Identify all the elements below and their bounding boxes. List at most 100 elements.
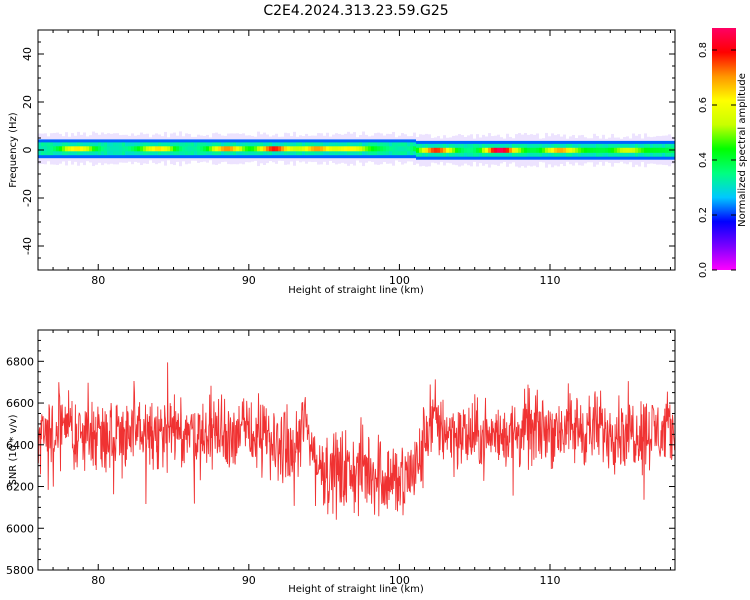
spectrogram-cell (188, 146, 191, 152)
spectrogram-cell (377, 146, 380, 152)
spectrogram-cell (224, 146, 227, 152)
spectrogram-cell (608, 147, 611, 153)
spectrogram-cell (77, 146, 80, 152)
spectrogram-cell (476, 147, 479, 153)
spectrogram-cell (533, 147, 536, 153)
x-tick-label: 90 (242, 274, 256, 287)
spectrogram-cell (305, 146, 308, 152)
spectrogram-cell (551, 147, 554, 153)
spectrogram-cell (128, 146, 131, 152)
spectrogram-cell (452, 147, 455, 153)
snr-frame (37, 329, 676, 571)
spectrogram-cell (317, 146, 320, 152)
y-tick-label: 6800 (6, 355, 34, 368)
spectrogram-cell (125, 146, 128, 152)
spectrogram-cell (392, 146, 395, 152)
spectrogram-cell (161, 146, 164, 152)
spectrogram-cell (443, 147, 446, 153)
spectrogram-cell (389, 146, 392, 152)
spectrogram-cell (647, 147, 650, 153)
x-tick-label: 100 (389, 574, 410, 587)
x-tick-label: 110 (540, 274, 561, 287)
spectrogram-band (38, 131, 675, 168)
spectrogram-cell (110, 146, 113, 152)
snr-series-line (38, 362, 675, 520)
spectrogram-cell (620, 147, 623, 153)
spectrogram-cell (578, 147, 581, 153)
spectrogram-cell (500, 147, 503, 153)
spectrogram-cell (197, 146, 200, 152)
spectrogram-cell (140, 146, 143, 152)
spectrogram-cell (41, 146, 44, 152)
spectrogram-cell (506, 147, 509, 153)
spectrogram-cell (662, 147, 665, 153)
spectrogram-cell (581, 147, 584, 153)
spectrogram-cell (503, 147, 506, 153)
spectrogram-cell (212, 146, 215, 152)
spectrogram-cell (50, 146, 53, 152)
spectrogram-cell (494, 147, 497, 153)
chart-title: C2E4.2024.313.23.59.G25 (263, 3, 448, 19)
spectrogram-cell (56, 146, 59, 152)
spectrogram-cell (362, 146, 365, 152)
snr-plot-area (38, 330, 675, 570)
spectrogram-cell (221, 146, 224, 152)
colorbar-tick-label: 0.8 (698, 42, 709, 58)
spectrogram-cell (290, 146, 293, 152)
spectrogram-cell (134, 146, 137, 152)
y-tick-label: 5800 (6, 564, 34, 577)
spectrogram-cell (131, 146, 134, 152)
spectrogram-cell (488, 147, 491, 153)
colorbar-tick-label: 0.6 (698, 97, 709, 113)
x-tick-label: 80 (91, 574, 105, 587)
x-tick-label: 90 (242, 574, 256, 587)
spectrogram-cell (635, 147, 638, 153)
spectrogram-cell (617, 147, 620, 153)
spectrogram-cell (428, 147, 431, 153)
spectrogram-cell (230, 146, 233, 152)
spectrogram-cell (173, 146, 176, 152)
spectrogram-cell (80, 146, 83, 152)
y-tick-label: 6400 (6, 439, 34, 452)
spectrogram-cell (566, 147, 569, 153)
y-tick-label: -20 (21, 189, 34, 207)
y-tick-label: -40 (21, 237, 34, 255)
spectrogram-cell (554, 147, 557, 153)
colorbar-gradient (712, 28, 736, 270)
spectrogram-cell (473, 147, 476, 153)
spectrogram-cell (83, 146, 86, 152)
spectrogram-cell (293, 146, 296, 152)
spectrogram-cell (536, 147, 539, 153)
spectrogram-cell (644, 147, 647, 153)
spectrogram-cell (590, 147, 593, 153)
spectrogram-cell (659, 147, 662, 153)
snr-x-axis-label: Height of straight line (km) (288, 584, 424, 595)
spectrogram-cell (521, 147, 524, 153)
colorbar-tick-label: 0.0 (698, 262, 709, 278)
spectrogram-cell (458, 147, 461, 153)
y-tick-label: 20 (21, 95, 34, 109)
spectrogram-cell (365, 146, 368, 152)
spectrogram-cell (650, 147, 653, 153)
spectrogram-cell (350, 146, 353, 152)
spectrogram-cell (437, 147, 440, 153)
spectrogram-cell (371, 146, 374, 152)
spectrogram-cell (257, 146, 260, 152)
spectrogram-cell (167, 146, 170, 152)
spectrogram-cell (143, 146, 146, 152)
spectrogram-cell (164, 146, 167, 152)
spectrogram-cell (179, 146, 182, 152)
spectrogram-cell (311, 146, 314, 152)
spectrogram-cell (86, 146, 89, 152)
spectrogram-cell (302, 146, 305, 152)
spectrogram-cell (665, 147, 668, 153)
x-tick-label: 100 (389, 274, 410, 287)
spectrogram-cell (413, 146, 416, 152)
spectrogram-cell (548, 147, 551, 153)
spectrogram-cell (584, 147, 587, 153)
spectrogram-cell (296, 146, 299, 152)
spectrogram-cell (218, 146, 221, 152)
spectrogram-cell (419, 147, 422, 153)
spectrogram-cell (455, 147, 458, 153)
